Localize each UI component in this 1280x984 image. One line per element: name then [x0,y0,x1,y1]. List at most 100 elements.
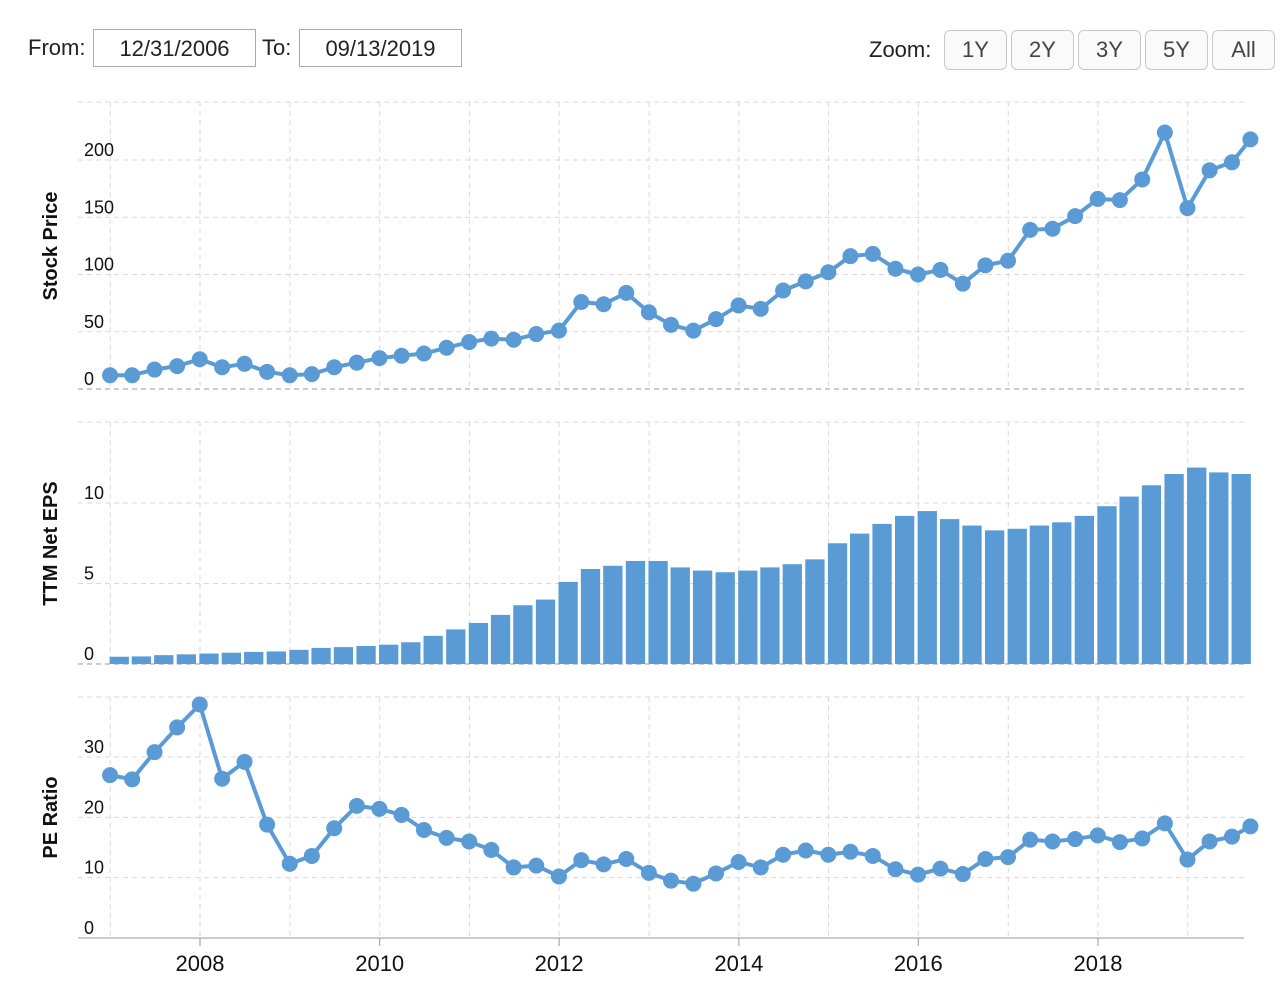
pe-ratio-point[interactable] [371,800,388,817]
eps-bar[interactable] [1141,485,1162,664]
pe-ratio-point[interactable] [281,855,298,872]
eps-bar[interactable] [1007,528,1027,664]
pe-ratio-point[interactable] [326,820,343,837]
eps-bar[interactable] [311,647,331,664]
stock-price-point[interactable] [371,350,388,367]
stock-price-point[interactable] [1242,131,1259,148]
eps-bar[interactable] [1029,525,1050,664]
stock-price-point[interactable] [842,248,859,265]
eps-bar[interactable] [289,649,309,664]
pe-ratio-point[interactable] [1242,818,1259,835]
eps-bar[interactable] [1097,506,1117,664]
pe-ratio-point[interactable] [1067,831,1084,848]
pe-ratio-point[interactable] [640,864,657,881]
pe-ratio-point[interactable] [415,822,432,839]
pe-ratio-point[interactable] [685,875,702,892]
pe-ratio-point[interactable] [820,846,837,863]
stock-price-point[interactable] [483,330,500,347]
pe-ratio-point[interactable] [303,847,320,864]
pe-ratio-point[interactable] [1156,815,1173,832]
pe-ratio-point[interactable] [550,868,567,885]
pe-ratio-point[interactable] [505,859,522,876]
eps-bar[interactable] [850,533,870,664]
stock-price-point[interactable] [1067,208,1084,225]
stock-price-point[interactable] [124,367,141,384]
stock-price-point[interactable] [797,273,814,290]
pe-ratio-point[interactable] [910,866,927,883]
stock-price-point[interactable] [730,297,747,314]
stock-price-point[interactable] [663,316,680,333]
from-date-input[interactable]: 12/31/2006 [93,29,256,67]
pe-ratio-point[interactable] [259,816,276,833]
pe-ratio-point[interactable] [977,850,994,867]
stock-price-point[interactable] [528,326,545,343]
eps-bar[interactable] [131,656,152,664]
pe-ratio-point[interactable] [214,770,231,787]
stock-price-point[interactable] [1156,124,1173,141]
stock-price-point[interactable] [550,322,567,339]
stock-price-point[interactable] [752,300,769,317]
eps-bar[interactable] [738,570,758,664]
stock-price-point[interactable] [505,331,522,348]
stock-price-point[interactable] [146,361,163,378]
pe-ratio-point[interactable] [1179,851,1196,868]
eps-bar[interactable] [401,642,421,664]
eps-bar[interactable] [580,569,601,664]
stock-price-point[interactable] [1223,154,1240,171]
eps-bar[interactable] [625,560,646,664]
to-date-input[interactable]: 09/13/2019 [299,29,462,67]
pe-ratio-point[interactable] [146,744,163,761]
stock-price-point[interactable] [303,366,320,383]
eps-bar[interactable] [1187,467,1207,664]
stock-price-point[interactable] [1044,220,1061,237]
eps-bar[interactable] [356,645,376,664]
stock-price-point[interactable] [707,311,724,328]
stock-price-point[interactable] [415,345,432,362]
eps-bar[interactable] [1231,474,1251,664]
pe-ratio-point[interactable] [887,861,904,878]
eps-bar[interactable] [221,652,241,664]
eps-bar[interactable] [715,572,735,664]
zoom-all-button[interactable]: All [1212,30,1275,70]
stock-price-point[interactable] [954,275,971,292]
eps-bar[interactable] [648,560,668,664]
pe-ratio-point[interactable] [1044,833,1061,850]
eps-bar[interactable] [266,651,286,664]
stock-price-point[interactable] [191,351,208,368]
stock-price-point[interactable] [887,260,904,277]
pe-ratio-point[interactable] [461,833,478,850]
eps-bar[interactable] [333,647,354,664]
stock-price-point[interactable] [259,363,276,380]
pe-ratio-point[interactable] [124,771,141,788]
stock-price-point[interactable] [1089,190,1106,207]
pe-ratio-point[interactable] [797,842,814,859]
pe-ratio-point[interactable] [752,859,769,876]
stock-price-point[interactable] [1022,221,1039,238]
eps-bar[interactable] [692,570,713,664]
pe-ratio-point[interactable] [1134,830,1151,847]
pe-ratio-point[interactable] [528,857,545,874]
eps-bar[interactable] [244,651,264,664]
eps-bar[interactable] [939,519,960,664]
pe-ratio-point[interactable] [169,719,186,736]
pe-ratio-point[interactable] [483,841,500,858]
eps-bar[interactable] [827,543,848,664]
pe-ratio-point[interactable] [348,797,365,814]
eps-bar[interactable] [423,635,443,664]
zoom-5y-button[interactable]: 5Y [1145,30,1208,70]
eps-bar[interactable] [872,523,892,664]
stock-price-point[interactable] [910,266,927,283]
eps-bar[interactable] [1119,496,1139,664]
stock-price-point[interactable] [685,322,702,339]
pe-ratio-point[interactable] [1089,827,1106,844]
eps-bar[interactable] [109,656,129,664]
eps-bar[interactable] [760,567,780,664]
stock-price-point[interactable] [775,282,792,299]
eps-bar[interactable] [603,565,623,664]
pe-ratio-point[interactable] [842,843,859,860]
pe-ratio-point[interactable] [954,866,971,883]
stock-price-point[interactable] [438,339,455,356]
stock-price-point[interactable] [618,284,635,301]
pe-ratio-point[interactable] [1000,849,1017,866]
eps-bar[interactable] [805,559,825,664]
